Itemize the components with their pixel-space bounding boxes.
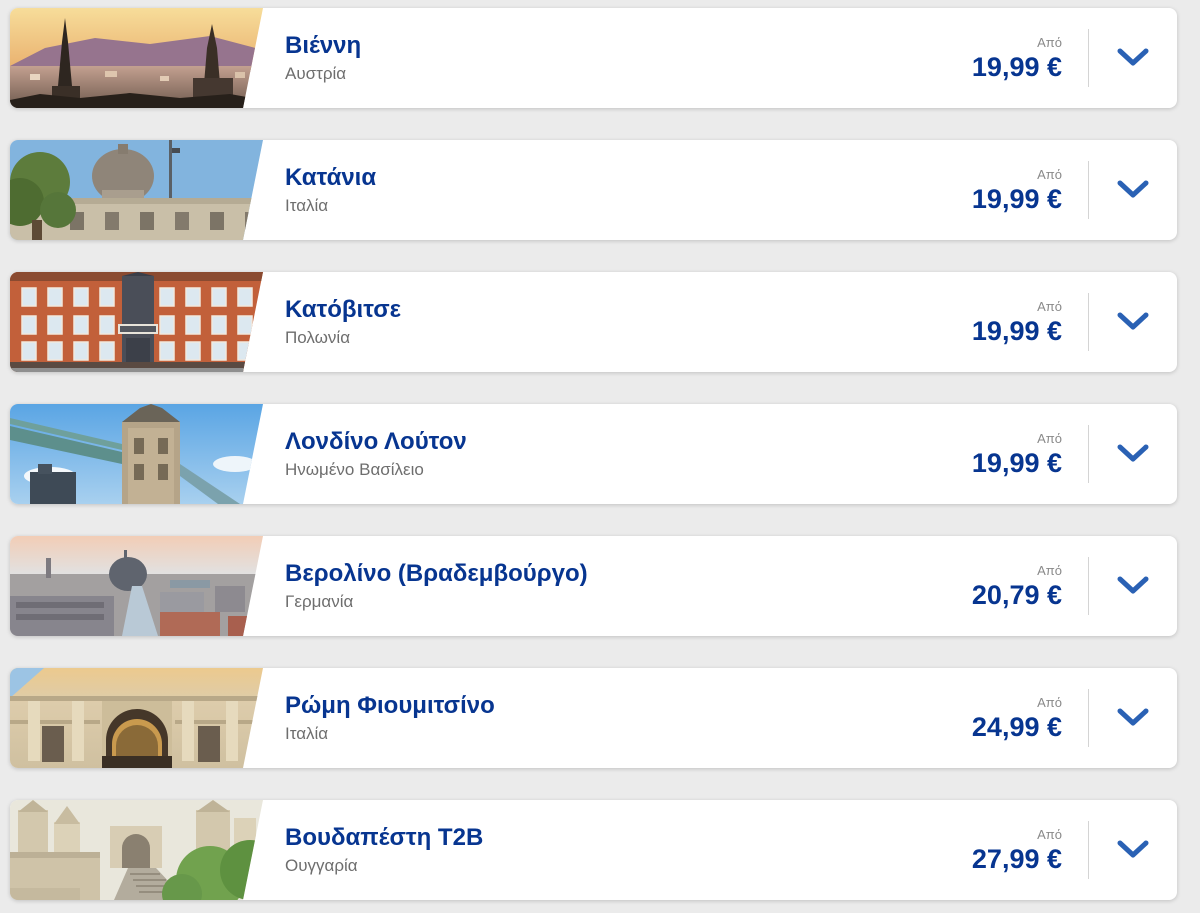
chevron-down-icon	[1117, 576, 1149, 594]
destination-info: Λονδίνο Λούτον Ηνωμένο Βασίλειο	[285, 428, 972, 480]
chevron-down-icon	[1117, 312, 1149, 330]
price-block: Από 19,99 €	[972, 167, 1062, 213]
expand-button[interactable]	[1089, 800, 1177, 900]
price-value: 20,79 €	[971, 580, 1062, 610]
destination-name[interactable]: Βερολίνο (Βραδεμβούργο)	[285, 560, 588, 587]
price-value: 27,99 €	[971, 844, 1062, 874]
destination-name[interactable]: Κατάνια	[285, 164, 377, 191]
destination-info: Βουδαπέστη T2B Ουγγαρία	[285, 824, 972, 876]
destination-country: Ηνωμένο Βασίλειο	[285, 460, 424, 479]
destination-info: Ρώμη Φιουμιτσίνο Ιταλία	[285, 692, 972, 744]
chevron-down-icon	[1117, 180, 1149, 198]
from-label: Από	[1037, 431, 1062, 446]
destination-info: Βερολίνο (Βραδεμβούργο) Γερμανία	[285, 560, 972, 612]
katowice-image	[10, 272, 263, 372]
divider	[1088, 161, 1089, 219]
catania-image	[10, 140, 263, 240]
rome-image	[10, 668, 263, 768]
expand-button[interactable]	[1089, 140, 1177, 240]
divider	[1088, 689, 1089, 747]
price-block: Από 19,99 €	[972, 431, 1062, 477]
price-value: 19,99 €	[971, 448, 1062, 478]
price-value: 19,99 €	[971, 316, 1062, 346]
chevron-down-icon	[1117, 840, 1149, 858]
destination-country: Ουγγαρία	[285, 856, 358, 875]
destination-info: Κατάνια Ιταλία	[285, 164, 972, 216]
london-image	[10, 404, 263, 504]
chevron-down-icon	[1117, 708, 1149, 726]
price-block: Από 19,99 €	[972, 299, 1062, 345]
destination-card-london[interactable]: Λονδίνο Λούτον Ηνωμένο Βασίλειο Από 19,9…	[10, 404, 1177, 504]
destination-country: Αυστρία	[285, 64, 347, 83]
destination-card-berlin[interactable]: Βερολίνο (Βραδεμβούργο) Γερμανία Από 20,…	[10, 536, 1177, 636]
destination-card-katowice[interactable]: Κατόβιτσε Πολωνία Από 19,99 €	[10, 272, 1177, 372]
expand-button[interactable]	[1089, 404, 1177, 504]
divider	[1088, 29, 1089, 87]
destination-card-rome[interactable]: Ρώμη Φιουμιτσίνο Ιταλία Από 24,99 €	[10, 668, 1177, 768]
expand-button[interactable]	[1089, 668, 1177, 768]
from-label: Από	[1037, 827, 1062, 842]
destination-name[interactable]: Ρώμη Φιουμιτσίνο	[285, 692, 495, 719]
vienna-image	[10, 8, 263, 108]
berlin-image	[10, 536, 263, 636]
divider	[1088, 557, 1089, 615]
price-value: 19,99 €	[971, 184, 1062, 214]
price-block: Από 24,99 €	[972, 695, 1062, 741]
divider	[1088, 425, 1089, 483]
price-value: 24,99 €	[971, 712, 1062, 742]
destination-card-catania[interactable]: Κατάνια Ιταλία Από 19,99 €	[10, 140, 1177, 240]
destination-info: Κατόβιτσε Πολωνία	[285, 296, 972, 348]
destination-country: Πολωνία	[285, 328, 351, 347]
destination-name[interactable]: Λονδίνο Λούτον	[285, 428, 467, 455]
destination-country: Ιταλία	[285, 196, 329, 215]
chevron-down-icon	[1117, 444, 1149, 462]
expand-button[interactable]	[1089, 8, 1177, 108]
price-block: Από 27,99 €	[972, 827, 1062, 873]
divider	[1088, 821, 1089, 879]
destination-name[interactable]: Βιέννη	[285, 32, 362, 59]
destination-info: Βιέννη Αυστρία	[285, 32, 972, 84]
from-label: Από	[1037, 299, 1062, 314]
from-label: Από	[1037, 563, 1062, 578]
destination-country: Ιταλία	[285, 724, 329, 743]
budapest-image	[10, 800, 263, 900]
expand-button[interactable]	[1089, 536, 1177, 636]
divider	[1088, 293, 1089, 351]
from-label: Από	[1037, 695, 1062, 710]
destination-country: Γερμανία	[285, 592, 354, 611]
expand-button[interactable]	[1089, 272, 1177, 372]
price-block: Από 19,99 €	[972, 35, 1062, 81]
price-value: 19,99 €	[971, 52, 1062, 82]
chevron-down-icon	[1117, 48, 1149, 66]
price-block: Από 20,79 €	[972, 563, 1062, 609]
destination-name[interactable]: Κατόβιτσε	[285, 296, 402, 323]
from-label: Από	[1037, 35, 1062, 50]
destination-card-vienna[interactable]: Βιέννη Αυστρία Από 19,99 €	[10, 8, 1177, 108]
destination-name[interactable]: Βουδαπέστη T2B	[285, 824, 484, 851]
from-label: Από	[1037, 167, 1062, 182]
destination-card-budapest[interactable]: Βουδαπέστη T2B Ουγγαρία Από 27,99 €	[10, 800, 1177, 900]
